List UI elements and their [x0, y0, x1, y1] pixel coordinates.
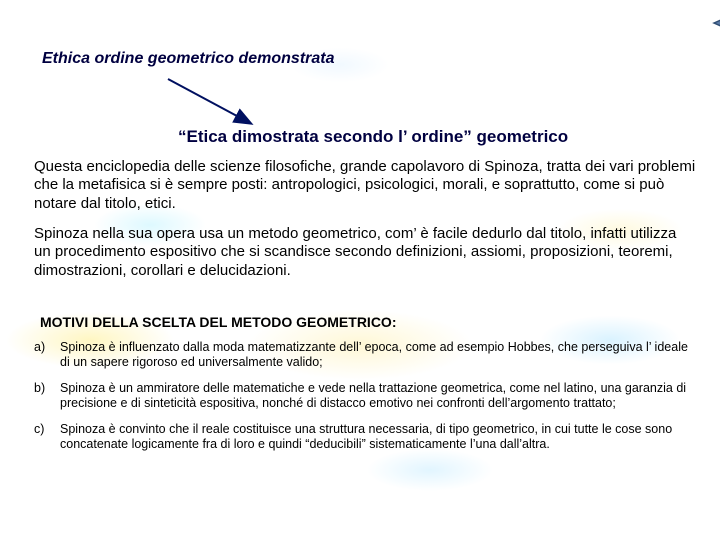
title-original-latin: Ethica ordine geometrico demonstrata	[42, 50, 335, 68]
paragraph-method: Spinoza nella sua opera usa un metodo ge…	[34, 225, 696, 280]
triangle-shape	[714, 8, 720, 38]
list-item-text: Spinoza è influenzato dalla moda matemat…	[60, 340, 690, 370]
list-item-text: Spinoza è un ammiratore delle matematich…	[60, 381, 690, 411]
list-item: c) Spinoza è convinto che il reale costi…	[34, 422, 690, 452]
motives-list: a) Spinoza è influenzato dalla moda mate…	[34, 340, 690, 463]
list-item-letter: b)	[34, 381, 60, 411]
section-heading-motives: MOTIVI DELLA SCELTA DEL METODO GEOMETRIC…	[40, 314, 396, 330]
list-item-letter: a)	[34, 340, 60, 370]
arrow-line	[168, 79, 250, 123]
list-item-text: Spinoza è convinto che il reale costitui…	[60, 422, 690, 452]
title-translated: “Etica dimostrata secondo l’ ordine” geo…	[178, 127, 568, 147]
arrow-icon	[158, 75, 278, 135]
list-item-letter: c)	[34, 422, 60, 452]
slide: Ethica ordine geometrico demonstrata “Et…	[0, 0, 720, 540]
paragraph-intro: Questa enciclopedia delle scienze filoso…	[34, 158, 696, 213]
list-item: b) Spinoza è un ammiratore delle matemat…	[34, 381, 690, 411]
list-item: a) Spinoza è influenzato dalla moda mate…	[34, 340, 690, 370]
